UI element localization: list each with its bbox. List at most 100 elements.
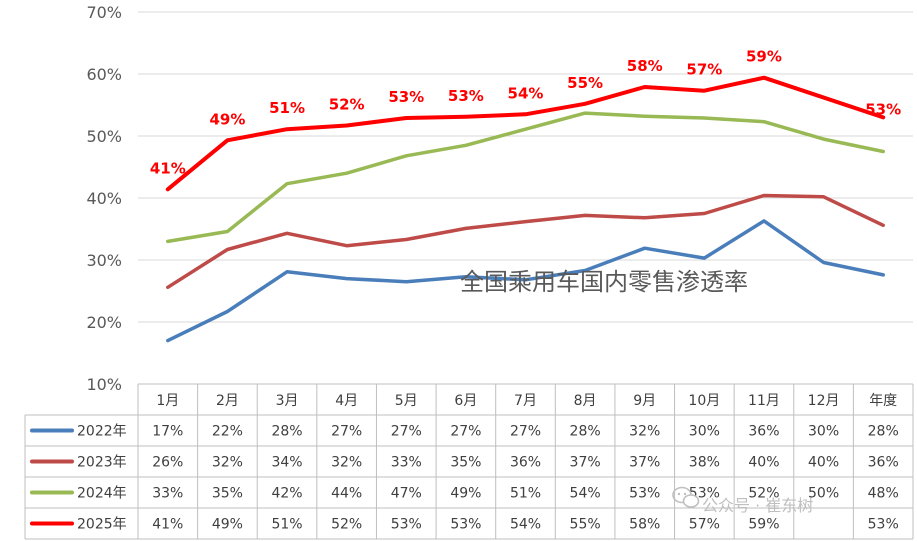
series-line-2022	[166, 219, 885, 343]
table-cell: 32%	[212, 455, 243, 471]
x-tick-label: 11月	[748, 393, 780, 409]
y-tick-label: 10%	[86, 375, 122, 394]
table-cell: 35%	[212, 486, 243, 502]
x-tick-label: 年度	[869, 393, 897, 409]
wechat-icon	[672, 486, 700, 508]
series-lines	[165, 75, 886, 343]
series-line-2025	[165, 75, 886, 192]
data-label: 59%	[746, 48, 782, 66]
data-label: 52%	[329, 95, 365, 113]
y-tick-label: 40%	[86, 189, 122, 208]
table-cell: 52%	[748, 486, 779, 502]
table-cell: 53%	[629, 486, 660, 502]
data-label: 53%	[448, 87, 484, 105]
table-cell: 28%	[570, 424, 601, 440]
y-tick-label: 70%	[86, 3, 122, 22]
table-cell: 53%	[450, 517, 481, 533]
data-label: 53%	[388, 88, 424, 106]
y-tick-label: 60%	[86, 65, 122, 84]
x-tick-label: 8月	[574, 393, 597, 409]
table-cell: 36%	[510, 455, 541, 471]
table-cell: 55%	[570, 517, 601, 533]
table-cell: 28%	[868, 424, 899, 440]
table-cell: 44%	[331, 486, 362, 502]
table-cell: 42%	[271, 486, 302, 502]
table-cell: 36%	[868, 455, 899, 471]
table-cell: 57%	[689, 517, 720, 533]
table-cell: 26%	[152, 455, 183, 471]
table-cell: 35%	[450, 455, 481, 471]
table-cell: 32%	[331, 455, 362, 471]
y-axis-ticks: 10% 20% 30% 40% 50% 60% 70%	[86, 3, 122, 394]
data-label: 58%	[627, 57, 663, 75]
table-cell: 49%	[450, 486, 481, 502]
table-cell: 28%	[271, 424, 302, 440]
table-cell: 38%	[689, 455, 720, 471]
table-cell: 30%	[689, 424, 720, 440]
data-label: 49%	[209, 110, 245, 128]
watermark-text: 公众号 · 崔东树	[702, 496, 813, 515]
data-label: 57%	[686, 61, 722, 79]
data-label: 54%	[508, 84, 544, 102]
legend-entry: 2023年	[77, 455, 127, 471]
table-cell: 50%	[808, 486, 839, 502]
y-tick-label: 50%	[86, 127, 122, 146]
table-cell: 51%	[510, 486, 541, 502]
table-cell: 59%	[748, 517, 779, 533]
table-cell: 54%	[570, 486, 601, 502]
table-cell: 27%	[450, 424, 481, 440]
table-cell: 41%	[152, 517, 183, 533]
table-cell: 37%	[570, 455, 601, 471]
table-cell: 32%	[629, 424, 660, 440]
table-cell: 33%	[152, 486, 183, 502]
gridlines	[138, 11, 913, 385]
table-cell: 22%	[212, 424, 243, 440]
x-tick-label: 3月	[276, 393, 299, 409]
y-tick-label: 20%	[86, 313, 122, 332]
x-tick-label: 10月	[688, 393, 720, 409]
x-tick-label: 2月	[216, 393, 239, 409]
watermark: 公众号 · 崔东树	[672, 486, 813, 515]
table-cell: 27%	[331, 424, 362, 440]
table-cell: 33%	[391, 455, 422, 471]
data-label: 41%	[150, 159, 186, 177]
table-cell: 53%	[391, 517, 422, 533]
table-cell: 37%	[629, 455, 660, 471]
table-cell: 36%	[748, 424, 779, 440]
table-cell: 40%	[808, 455, 839, 471]
x-tick-label: 6月	[454, 393, 477, 409]
table-cell: 48%	[868, 486, 899, 502]
table-cell: 49%	[212, 517, 243, 533]
table-cell: 17%	[152, 424, 183, 440]
legend-entry: 2022年	[77, 424, 127, 440]
table-cell: 47%	[391, 486, 422, 502]
table-cell: 53%	[868, 517, 899, 533]
table-cell: 27%	[391, 424, 422, 440]
table-cell: 58%	[629, 517, 660, 533]
table-cell: 34%	[271, 455, 302, 471]
table-cell: 52%	[331, 517, 362, 533]
table-cell: 27%	[510, 424, 541, 440]
data-labels-2025: 41% 49% 51% 52% 53% 53% 54% 55% 58% 57% 59% 53%	[150, 48, 901, 178]
series-line-2023	[166, 193, 885, 290]
chart-title: 全国乘用车国内零售渗透率	[460, 268, 748, 296]
x-tick-label: 1月	[156, 393, 179, 409]
series-line-2024	[166, 111, 885, 244]
table-cell: 40%	[748, 455, 779, 471]
table-cell: 30%	[808, 424, 839, 440]
data-label: 51%	[269, 99, 305, 117]
table-cell: 51%	[271, 517, 302, 533]
data-label: 55%	[567, 74, 603, 92]
legend-entry: 2025年	[77, 517, 127, 533]
table-cell: 54%	[510, 517, 541, 533]
x-tick-label: 4月	[335, 393, 358, 409]
x-tick-label: 7月	[514, 393, 537, 409]
legend-entry: 2024年	[77, 486, 127, 502]
data-table: 1月 2月 3月 4月 5月 6月 7月 8月 9月 10月 11月 12月 年度 2022年 17% 22%…	[24, 383, 914, 540]
x-tick-label: 9月	[633, 393, 656, 409]
x-tick-label: 12月	[808, 393, 840, 409]
data-label: 53%	[865, 100, 901, 118]
y-tick-label: 30%	[86, 251, 122, 270]
x-tick-label: 5月	[395, 393, 418, 409]
